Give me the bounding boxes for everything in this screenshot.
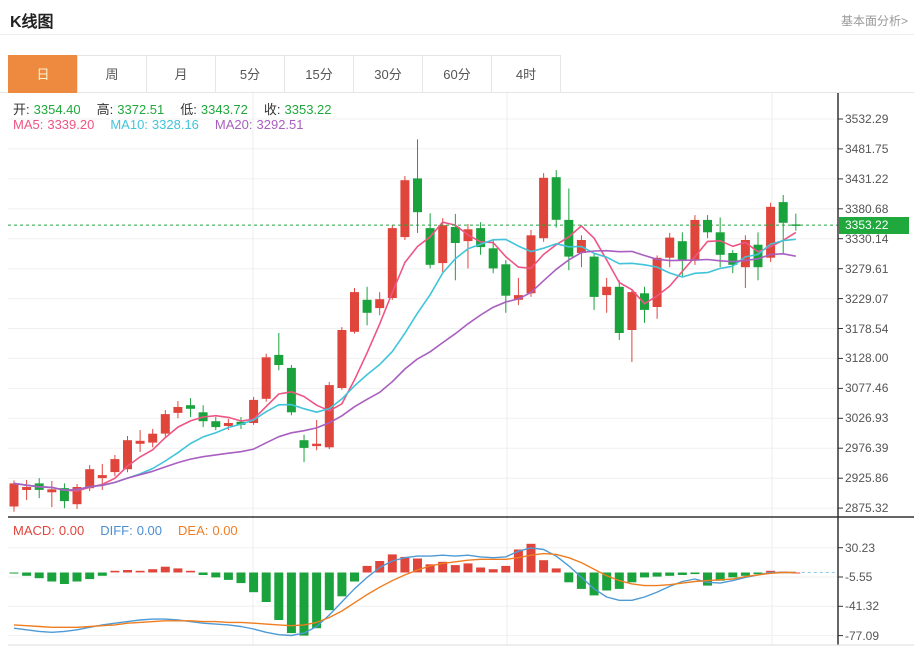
period-tab-h4[interactable]: 4时 [491, 55, 561, 93]
legend-macd: MACD: 0.00 [13, 523, 85, 538]
ohlc-legend: 开: 3354.40 高: 3372.51 低: 3343.72 收: 3353.22 [13, 99, 348, 118]
y-axis-label-main: 3481.75 [845, 141, 889, 156]
y-axis-label-main: 3431.22 [845, 171, 889, 186]
y-axis-label-main: 3330.14 [845, 231, 889, 246]
y-axis-label-main: 3178.54 [845, 321, 889, 336]
y-axis-label-main: 2875.32 [845, 501, 889, 516]
y-axis-label-main: 3026.93 [845, 411, 889, 426]
period-tab-m15[interactable]: 15分 [284, 55, 354, 93]
y-axis-label-macd: -77.09 [845, 628, 880, 643]
y-axis-label-main: 3229.07 [845, 291, 889, 306]
legend-open: 开: 3354.40 [13, 102, 81, 117]
y-axis-label-main: 3532.29 [845, 112, 889, 126]
legend-ma20: MA20: 3292.51 [214, 117, 304, 132]
y-axis-label-main: 3128.00 [845, 351, 889, 366]
y-axis-label-main: 3077.46 [845, 381, 889, 396]
y-axis-label-macd: 30.23 [845, 540, 876, 555]
period-tab-month[interactable]: 月 [146, 55, 216, 93]
legend-ma10: MA10: 3328.16 [110, 117, 199, 132]
ma-legend: MA5: 3339.20 MA10: 3328.16 MA20: 3292.51 [13, 117, 320, 132]
legend-diff: DIFF: 0.00 [100, 523, 163, 538]
period-tab-m30[interactable]: 30分 [353, 55, 423, 93]
header-divider [0, 34, 914, 35]
macd-legend: MACD: 0.00 DIFF: 0.00 DEA: 0.00 [13, 523, 254, 538]
legend-close: 收: 3353.22 [263, 102, 332, 117]
current-price-badge: 3353.22 [839, 217, 909, 234]
period-tab-day[interactable]: 日 [8, 55, 78, 93]
period-tabs: 日周月 5分 15分 30分 60分 4时 [8, 55, 561, 93]
period-tab-m60[interactable]: 60分 [422, 55, 492, 93]
legend-ma5: MA5: 3339.20 [13, 117, 95, 132]
y-axis-label-main: 2976.39 [845, 441, 889, 456]
legend-high: 高: 3372.51 [96, 102, 165, 117]
legend-low: 低: 3343.72 [180, 102, 248, 117]
period-tab-m5[interactable]: 5分 [215, 55, 285, 93]
page-title: K线图 [10, 14, 54, 31]
y-axis-label-macd: -5.55 [845, 569, 873, 584]
y-axis-label-main: 2925.86 [845, 471, 889, 486]
y-axis-label-macd: -41.32 [845, 599, 880, 614]
y-axis-label-main: 3279.61 [845, 261, 889, 276]
legend-dea: DEA: 0.00 [178, 523, 238, 538]
fundamental-analysis-link[interactable]: 基本面分析> [840, 14, 908, 28]
y-axis-label-main: 3380.68 [845, 201, 889, 216]
